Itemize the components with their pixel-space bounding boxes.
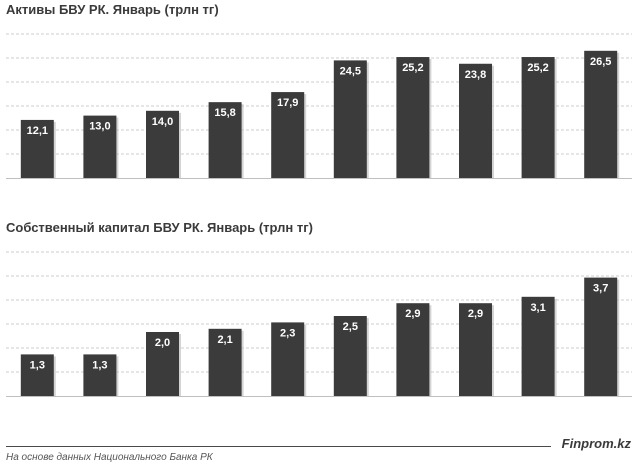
footer-brand-logo: Finprom.kz	[561, 436, 631, 451]
bar	[521, 296, 555, 396]
data-label: 2,5	[343, 321, 358, 333]
assets-bar-chart: 12,1201113,0201214,0201315,8201417,92015…	[6, 33, 632, 179]
data-label: 12,1	[27, 125, 48, 137]
footer-source: На основе данных Национального Банка РК	[6, 452, 213, 463]
data-label: 2,3	[280, 327, 295, 339]
data-label: 25,2	[402, 62, 423, 74]
bar	[20, 354, 54, 396]
bar	[146, 110, 179, 178]
bar	[333, 60, 367, 178]
bar	[146, 332, 179, 396]
data-label: 3,7	[593, 283, 608, 295]
data-label: 2,9	[468, 308, 483, 320]
data-label: 2,0	[155, 337, 170, 349]
data-label: 23,8	[465, 69, 486, 81]
data-label: 1,3	[30, 359, 45, 371]
chart-title-equity: Собственный капитал БВУ РК. Январь (трлн…	[6, 220, 313, 235]
bar	[271, 322, 305, 396]
data-label: 25,2	[527, 62, 548, 74]
data-label: 3,1	[530, 302, 545, 314]
bar	[521, 57, 555, 178]
data-label: 2,1	[217, 334, 232, 346]
bar	[83, 115, 117, 178]
bar	[271, 92, 305, 178]
bar	[396, 303, 430, 396]
bar	[396, 57, 430, 178]
bar	[333, 316, 367, 396]
data-label: 24,5	[340, 65, 361, 77]
data-label: 13,0	[89, 121, 110, 133]
bar	[20, 119, 54, 178]
chart-title-assets: Активы БВУ РК. Январь (трлн тг)	[6, 2, 219, 17]
data-label: 1,3	[92, 359, 107, 371]
bar	[208, 328, 242, 396]
data-label: 14,0	[152, 116, 173, 128]
bar	[83, 354, 117, 396]
bar	[584, 277, 618, 396]
data-label: 17,9	[277, 97, 298, 109]
data-label: 26,5	[590, 56, 611, 68]
bar	[459, 63, 492, 179]
bar	[208, 102, 242, 178]
footer-divider	[6, 446, 551, 447]
equity-bar-chart: 1,320111,320122,020132,120142,320152,520…	[6, 251, 632, 397]
bar	[584, 50, 618, 178]
bar	[459, 303, 492, 396]
data-label: 2,9	[405, 308, 420, 320]
data-label: 15,8	[214, 107, 235, 119]
